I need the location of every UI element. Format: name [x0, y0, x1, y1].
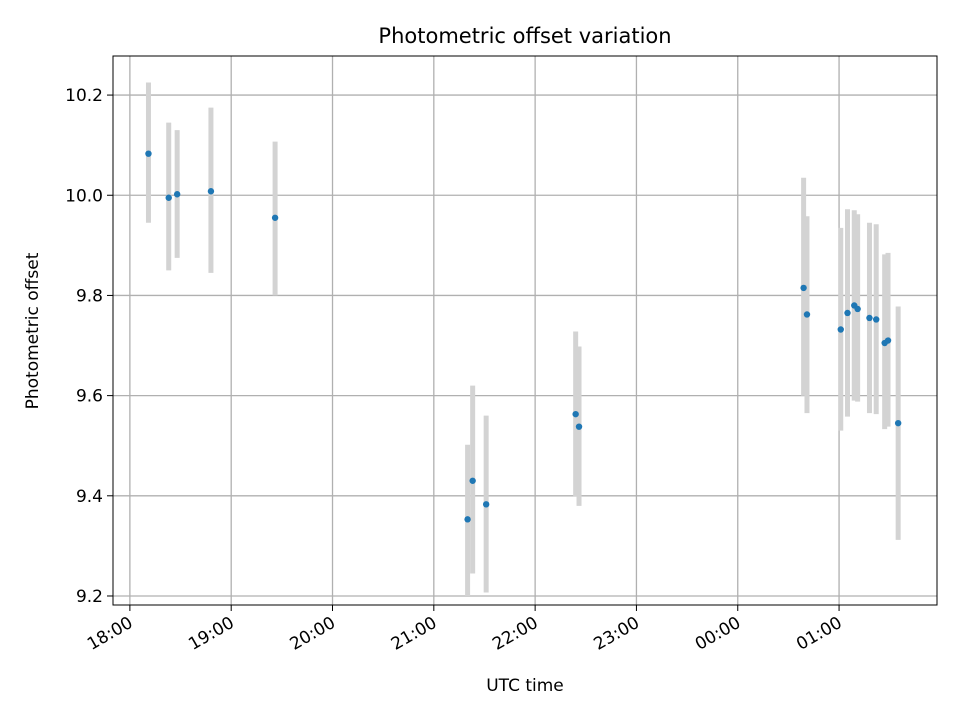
y-tick-label: 9.8	[76, 286, 103, 306]
data-point	[207, 188, 215, 195]
x-tick-label: 19:00	[185, 613, 237, 655]
data-point	[464, 516, 471, 523]
y-tick-label: 9.4	[76, 487, 103, 507]
data-point	[884, 337, 892, 344]
x-tick-label: 22:00	[489, 613, 541, 655]
data-point	[145, 150, 152, 157]
data-point	[572, 410, 579, 418]
x-tick-label: 23:00	[591, 613, 643, 655]
y-axis-label: Photometric offset	[23, 252, 43, 409]
data-point	[482, 501, 490, 508]
y-tick-label: 9.2	[76, 587, 103, 607]
y-tick-label: 9.6	[76, 387, 103, 407]
data-point	[271, 214, 279, 221]
x-tick-label: 01:00	[793, 613, 845, 655]
x-axis-label: UTC time	[486, 676, 564, 696]
data-point	[173, 191, 181, 198]
grid	[113, 56, 937, 605]
data-point	[866, 314, 873, 322]
data-point	[894, 419, 902, 427]
data-point	[800, 284, 807, 292]
y-axis-ticks: 9.2 9.4 9.6 9.8 10.0 10.2	[65, 86, 113, 607]
y-tick-label: 10.2	[65, 86, 103, 106]
plot-frame	[112, 55, 938, 606]
data-point	[854, 305, 861, 313]
x-tick-label: 20:00	[287, 613, 339, 655]
data-point	[165, 194, 172, 201]
data-point	[844, 309, 851, 317]
x-tick-label: 00:00	[692, 613, 744, 655]
data-point	[469, 477, 476, 484]
x-axis-ticks: 18:00 19:00 20:00 21:00 22:00 23:00 00:00 01:00	[84, 605, 846, 655]
error-bars	[145, 82, 901, 596]
chart-title: Photometric offset variation	[378, 24, 671, 48]
data-point	[837, 326, 844, 333]
x-tick-label: 18:00	[84, 613, 136, 655]
data-point	[803, 311, 811, 318]
data-point	[873, 316, 880, 323]
data-points	[145, 150, 902, 523]
data-point	[575, 423, 583, 430]
x-tick-label: 21:00	[388, 613, 440, 655]
y-tick-label: 10.0	[65, 186, 103, 206]
